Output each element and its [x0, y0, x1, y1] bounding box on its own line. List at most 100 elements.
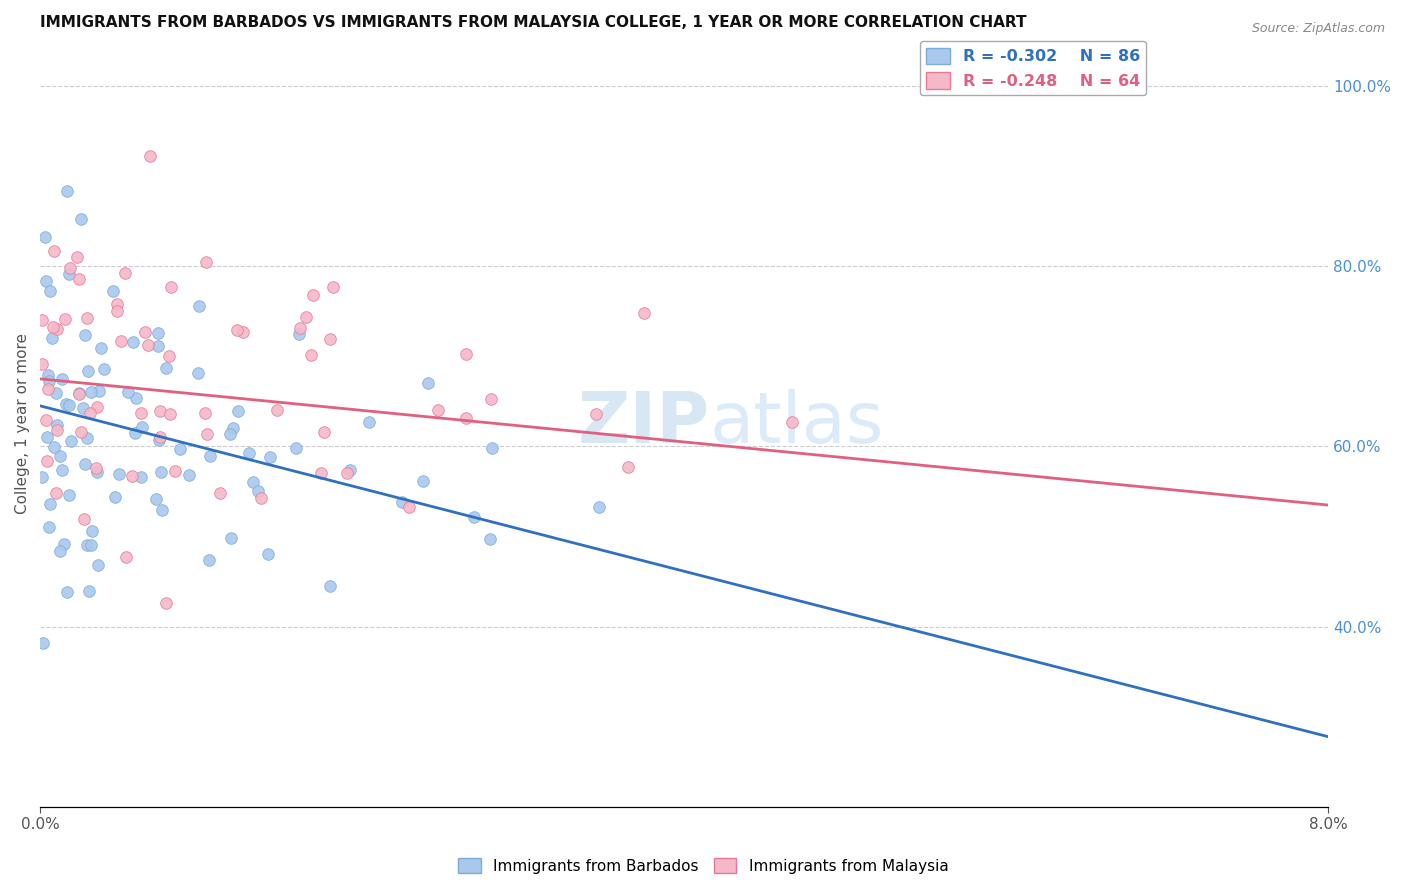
- Point: [114, 266, 136, 280]
- Point: [232, 325, 254, 339]
- Point: [108, 467, 131, 481]
- Point: [633, 306, 655, 320]
- Point: [60, 434, 83, 448]
- Point: [197, 553, 219, 567]
- Point: [159, 280, 181, 294]
- Point: [51, 372, 73, 386]
- Point: [124, 425, 146, 440]
- Point: [266, 403, 288, 417]
- Point: [145, 491, 167, 506]
- Point: [136, 337, 159, 351]
- Point: [69, 425, 91, 440]
- Point: [288, 326, 311, 341]
- Point: [219, 427, 242, 442]
- Point: [67, 272, 90, 286]
- Point: [58, 398, 80, 412]
- Point: [616, 459, 638, 474]
- Point: [103, 285, 125, 299]
- Point: [146, 326, 169, 340]
- Point: [86, 401, 108, 415]
- Point: [90, 341, 112, 355]
- Point: [77, 364, 100, 378]
- Point: [82, 524, 104, 538]
- Point: [198, 449, 221, 463]
- Y-axis label: College, 1 year or more: College, 1 year or more: [15, 334, 30, 515]
- Point: [416, 376, 439, 391]
- Point: [35, 430, 58, 444]
- Point: [37, 368, 59, 383]
- Point: [42, 440, 65, 454]
- Point: [80, 538, 103, 552]
- Point: [454, 347, 477, 361]
- Point: [319, 333, 342, 347]
- Point: [780, 415, 803, 429]
- Point: [311, 466, 333, 480]
- Point: [357, 416, 380, 430]
- Point: [588, 500, 610, 514]
- Point: [117, 385, 139, 400]
- Point: [67, 385, 90, 400]
- Point: [125, 392, 148, 406]
- Point: [93, 362, 115, 376]
- Point: [39, 497, 62, 511]
- Point: [481, 441, 503, 455]
- Point: [34, 230, 56, 244]
- Legend: R = -0.302    N = 86, R = -0.248    N = 64: R = -0.302 N = 86, R = -0.248 N = 64: [920, 41, 1146, 95]
- Point: [131, 419, 153, 434]
- Point: [228, 403, 250, 417]
- Point: [319, 579, 342, 593]
- Point: [110, 334, 132, 349]
- Point: [104, 491, 127, 505]
- Point: [247, 483, 270, 498]
- Point: [121, 469, 143, 483]
- Point: [58, 488, 80, 502]
- Point: [67, 386, 90, 401]
- Point: [49, 543, 72, 558]
- Point: [66, 250, 89, 264]
- Point: [194, 406, 217, 420]
- Point: [177, 467, 200, 482]
- Point: [49, 449, 72, 463]
- Point: [155, 360, 177, 375]
- Point: [226, 323, 249, 337]
- Point: [39, 284, 62, 298]
- Point: [391, 495, 413, 509]
- Point: [157, 350, 180, 364]
- Point: [295, 310, 318, 324]
- Point: [463, 510, 485, 524]
- Point: [89, 384, 111, 399]
- Point: [42, 244, 65, 258]
- Point: [45, 321, 67, 335]
- Point: [45, 386, 67, 401]
- Point: [73, 457, 96, 471]
- Point: [105, 297, 128, 311]
- Point: [35, 274, 58, 288]
- Point: [53, 537, 76, 551]
- Point: [42, 320, 65, 334]
- Point: [31, 470, 53, 484]
- Point: [31, 357, 53, 371]
- Point: [219, 531, 242, 545]
- Point: [80, 385, 103, 400]
- Point: [114, 549, 136, 564]
- Point: [55, 311, 77, 326]
- Point: [55, 397, 77, 411]
- Point: [37, 382, 59, 396]
- Point: [146, 339, 169, 353]
- Point: [312, 425, 335, 439]
- Point: [148, 433, 170, 447]
- Point: [77, 584, 100, 599]
- Point: [299, 348, 322, 362]
- Point: [159, 407, 181, 421]
- Point: [41, 331, 63, 345]
- Point: [149, 465, 172, 479]
- Point: [55, 184, 77, 198]
- Point: [34, 412, 56, 426]
- Point: [79, 406, 101, 420]
- Point: [256, 547, 278, 561]
- Point: [149, 430, 172, 444]
- Point: [259, 450, 281, 465]
- Point: [72, 512, 94, 526]
- Point: [51, 463, 73, 477]
- Point: [221, 421, 243, 435]
